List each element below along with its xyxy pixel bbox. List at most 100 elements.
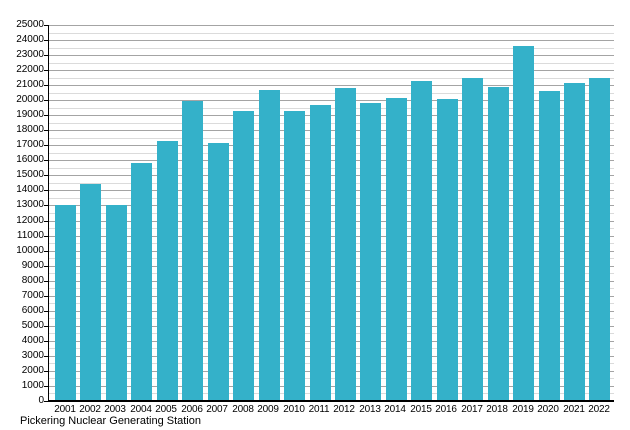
minor-gridline bbox=[49, 48, 614, 49]
minor-gridline bbox=[49, 213, 614, 214]
major-gridline bbox=[49, 190, 614, 191]
y-axis-tick bbox=[44, 55, 48, 56]
y-tick-label: 21000 bbox=[16, 79, 44, 90]
minor-gridline bbox=[49, 153, 614, 154]
major-gridline bbox=[49, 160, 614, 161]
y-tick-label: 1000 bbox=[21, 380, 44, 391]
y-tick-label: 14000 bbox=[16, 184, 44, 195]
y-tick-label: 22000 bbox=[16, 64, 44, 75]
y-tick-label: 20000 bbox=[16, 94, 44, 105]
x-tick-label-2011: 2011 bbox=[308, 404, 330, 415]
minor-gridline bbox=[49, 333, 614, 334]
bar-2013 bbox=[360, 103, 381, 401]
y-tick-label: 3000 bbox=[21, 350, 44, 361]
x-tick-label-2017: 2017 bbox=[461, 404, 483, 415]
y-axis-tick bbox=[44, 205, 48, 206]
major-gridline bbox=[49, 205, 614, 206]
x-tick-label-2019: 2019 bbox=[512, 404, 534, 415]
minor-gridline bbox=[49, 123, 614, 124]
bar-2003 bbox=[106, 205, 127, 401]
y-tick-label: 4000 bbox=[21, 335, 44, 346]
major-gridline bbox=[49, 281, 614, 282]
y-axis-tick bbox=[44, 100, 48, 101]
major-gridline bbox=[49, 85, 614, 86]
x-tick-label-2006: 2006 bbox=[181, 404, 203, 415]
x-tick-label-2022: 2022 bbox=[588, 404, 610, 415]
minor-gridline bbox=[49, 318, 614, 319]
y-axis-tick bbox=[44, 221, 48, 222]
minor-gridline bbox=[49, 243, 614, 244]
major-gridline bbox=[49, 296, 614, 297]
y-tick-label: 18000 bbox=[16, 124, 44, 135]
bar-2004 bbox=[131, 163, 152, 401]
minor-gridline bbox=[49, 198, 614, 199]
bar-2020 bbox=[539, 91, 560, 401]
y-tick-label: 7000 bbox=[21, 290, 44, 301]
minor-gridline bbox=[49, 93, 614, 94]
bar-2011 bbox=[310, 105, 331, 401]
bar-2016 bbox=[437, 99, 458, 401]
major-gridline bbox=[49, 175, 614, 176]
x-tick-label-2002: 2002 bbox=[79, 404, 101, 415]
bar-2005 bbox=[157, 141, 178, 401]
major-gridline bbox=[49, 251, 614, 252]
x-tick-label-2004: 2004 bbox=[130, 404, 152, 415]
bar-2018 bbox=[488, 87, 509, 401]
minor-gridline bbox=[49, 348, 614, 349]
bar-2002 bbox=[80, 184, 101, 401]
y-tick-label: 23000 bbox=[16, 49, 44, 60]
chart-caption: Pickering Nuclear Generating Station bbox=[20, 415, 201, 427]
y-tick-label: 15000 bbox=[16, 169, 44, 180]
major-gridline bbox=[49, 221, 614, 222]
bar-2015 bbox=[411, 81, 432, 401]
y-tick-label: 0 bbox=[38, 395, 44, 406]
y-axis-tick bbox=[44, 251, 48, 252]
bar-2019 bbox=[513, 46, 534, 401]
major-gridline bbox=[49, 266, 614, 267]
minor-gridline bbox=[49, 78, 614, 79]
x-tick-label-2014: 2014 bbox=[384, 404, 406, 415]
x-tick-label-2007: 2007 bbox=[206, 404, 228, 415]
minor-gridline bbox=[49, 393, 614, 394]
y-axis-tick bbox=[44, 40, 48, 41]
minor-gridline bbox=[49, 303, 614, 304]
y-axis-tick bbox=[44, 371, 48, 372]
minor-gridline bbox=[49, 168, 614, 169]
major-gridline bbox=[49, 311, 614, 312]
major-gridline bbox=[49, 130, 614, 131]
y-tick-label: 13000 bbox=[16, 199, 44, 210]
minor-gridline bbox=[49, 273, 614, 274]
major-gridline bbox=[49, 70, 614, 71]
y-axis-tick bbox=[44, 401, 48, 402]
bar-2007 bbox=[208, 143, 229, 401]
minor-gridline bbox=[49, 288, 614, 289]
major-gridline bbox=[49, 100, 614, 101]
x-axis-line bbox=[48, 400, 614, 402]
major-gridline bbox=[49, 386, 614, 387]
y-tick-label: 2000 bbox=[21, 365, 44, 376]
y-axis-tick bbox=[44, 236, 48, 237]
y-tick-label: 9000 bbox=[21, 260, 44, 271]
bar-2014 bbox=[386, 98, 407, 401]
y-axis-tick bbox=[44, 25, 48, 26]
x-tick-label-2009: 2009 bbox=[257, 404, 279, 415]
y-tick-label: 17000 bbox=[16, 139, 44, 150]
y-axis-tick bbox=[44, 341, 48, 342]
y-axis-tick bbox=[44, 326, 48, 327]
y-tick-label: 10000 bbox=[16, 245, 44, 256]
x-tick-label-2020: 2020 bbox=[537, 404, 559, 415]
bar-2022 bbox=[589, 78, 610, 401]
y-axis-tick bbox=[44, 356, 48, 357]
x-tick-label-2012: 2012 bbox=[333, 404, 355, 415]
bar-2021 bbox=[564, 83, 585, 401]
major-gridline bbox=[49, 40, 614, 41]
y-axis-tick bbox=[44, 115, 48, 116]
x-tick-label-2005: 2005 bbox=[155, 404, 177, 415]
x-tick-label-2015: 2015 bbox=[410, 404, 432, 415]
x-tick-label-2016: 2016 bbox=[435, 404, 457, 415]
y-tick-label: 25000 bbox=[16, 19, 44, 30]
y-axis-tick bbox=[44, 281, 48, 282]
y-axis-tick bbox=[44, 386, 48, 387]
major-gridline bbox=[49, 145, 614, 146]
